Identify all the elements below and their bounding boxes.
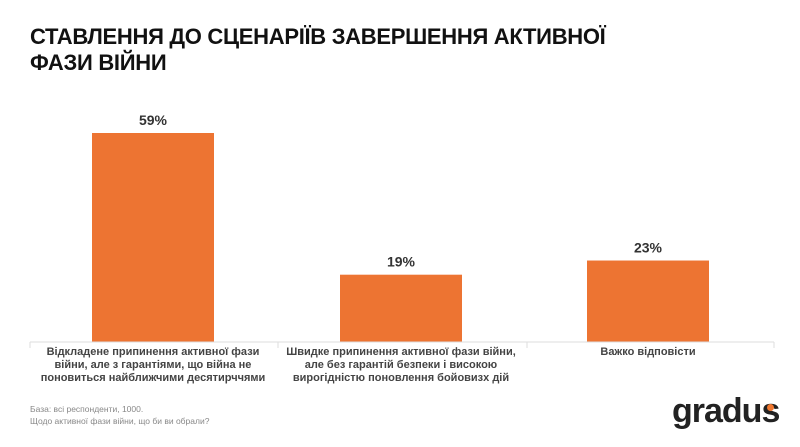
base-note: База: всі респонденти, 1000. (30, 404, 144, 414)
question-note: Щодо активної фази війни, що би ви обрал… (30, 416, 210, 426)
bar (92, 133, 214, 342)
data-label: 59% (139, 112, 168, 128)
data-label: 23% (634, 240, 663, 256)
logo-dot (767, 404, 774, 411)
gradus-logo: gradus (672, 392, 780, 430)
category-label: Важко відповісти (600, 346, 696, 358)
chart-title: СТАВЛЕННЯ ДО СЦЕНАРІЇВ ЗАВЕРШЕННЯ АКТИВН… (30, 24, 606, 75)
data-label: 19% (387, 254, 416, 270)
bar (587, 260, 709, 342)
category-label: Відкладене припинення активної фази війн… (40, 346, 266, 384)
category-label: Швидке припинення активної фази війни, а… (286, 346, 516, 384)
bar (340, 274, 462, 342)
